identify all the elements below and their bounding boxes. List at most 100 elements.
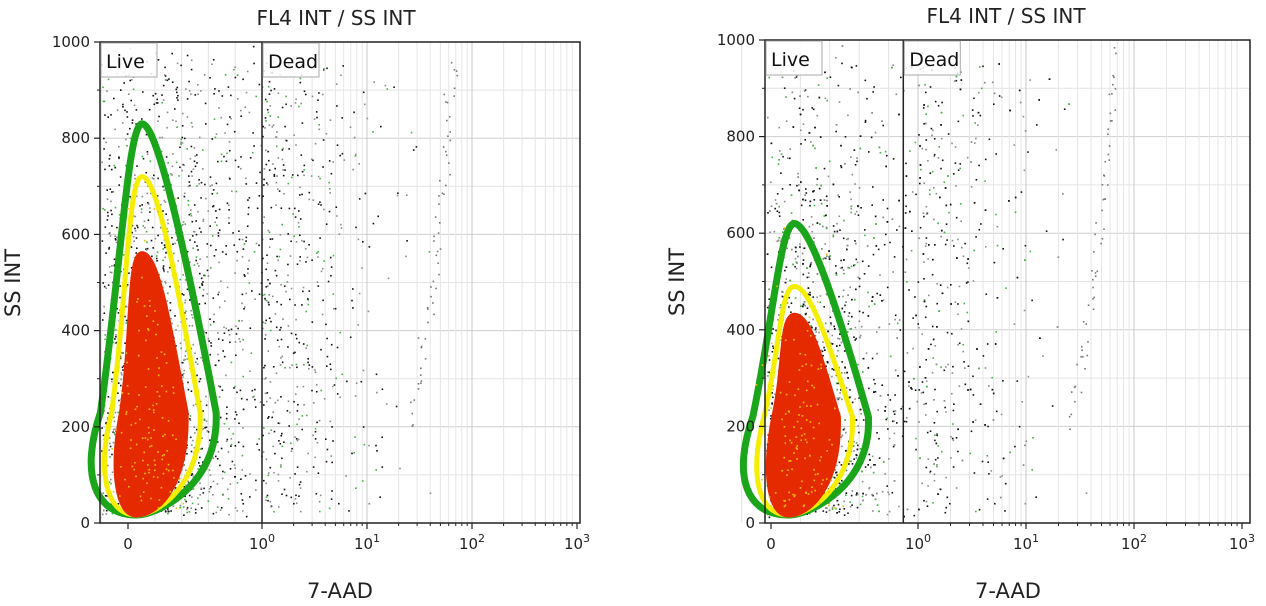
event-dot bbox=[262, 294, 264, 297]
x-axis: 0 100 101 102 103 bbox=[123, 523, 590, 553]
event-dot bbox=[829, 316, 832, 319]
event-dot bbox=[144, 437, 147, 439]
event-dot bbox=[196, 245, 198, 247]
event-dot bbox=[973, 249, 975, 252]
event-dot bbox=[838, 366, 840, 369]
event-dot bbox=[861, 495, 864, 498]
event-dot bbox=[836, 345, 838, 347]
event-dot bbox=[299, 234, 301, 237]
event-dot bbox=[888, 323, 891, 325]
event-dot bbox=[985, 293, 988, 295]
event-dot bbox=[229, 149, 231, 152]
event-dot bbox=[320, 348, 322, 351]
event-dot bbox=[837, 382, 839, 385]
event-dot bbox=[978, 367, 980, 370]
event-dot bbox=[177, 99, 179, 101]
event-dot bbox=[275, 145, 278, 148]
event-dot bbox=[139, 495, 142, 498]
event-dot bbox=[162, 267, 164, 269]
event-dot bbox=[329, 420, 332, 423]
event-dot bbox=[857, 425, 859, 427]
event-dot bbox=[767, 375, 769, 377]
event-dot bbox=[218, 107, 220, 109]
event-dot bbox=[144, 472, 146, 475]
event-dot bbox=[223, 332, 226, 334]
event-dot bbox=[150, 437, 152, 439]
event-dot bbox=[859, 448, 862, 450]
event-dot bbox=[308, 290, 311, 292]
event-dot bbox=[936, 433, 938, 435]
event-dot bbox=[267, 474, 270, 477]
event-dot bbox=[252, 45, 255, 48]
event-dot bbox=[834, 469, 836, 471]
event-dot bbox=[886, 286, 889, 289]
event-dot bbox=[152, 94, 154, 97]
event-dot bbox=[221, 95, 224, 97]
event-dot bbox=[234, 467, 236, 469]
event-dot bbox=[326, 355, 329, 358]
event-dot bbox=[959, 88, 962, 91]
event-dot bbox=[774, 199, 777, 201]
event-dot bbox=[115, 241, 118, 244]
event-dot bbox=[307, 303, 310, 306]
event-dot bbox=[835, 507, 837, 510]
event-dot bbox=[288, 148, 290, 150]
event-dot bbox=[144, 181, 147, 183]
event-dot bbox=[288, 207, 291, 210]
event-dot bbox=[307, 358, 309, 360]
event-dot bbox=[179, 504, 182, 507]
event-dot bbox=[164, 75, 167, 77]
event-dot bbox=[802, 198, 804, 201]
event-dot bbox=[957, 428, 959, 431]
event-dot bbox=[161, 417, 164, 419]
event-dot bbox=[879, 274, 881, 276]
event-dot bbox=[851, 173, 854, 176]
event-dot bbox=[289, 298, 291, 301]
event-dot bbox=[301, 415, 304, 417]
event-dot bbox=[259, 171, 261, 174]
event-dot bbox=[158, 115, 160, 118]
event-dot bbox=[298, 341, 301, 344]
event-dot bbox=[293, 502, 295, 505]
event-dot bbox=[212, 205, 214, 208]
event-dot bbox=[183, 195, 186, 198]
event-dot bbox=[1029, 79, 1031, 81]
event-dot bbox=[773, 230, 776, 233]
event-dot bbox=[301, 193, 303, 196]
event-dot bbox=[873, 378, 875, 381]
event-dot bbox=[330, 274, 332, 277]
event-dot bbox=[179, 166, 181, 169]
event-dot bbox=[331, 461, 333, 464]
event-dot bbox=[872, 510, 874, 512]
event-dot bbox=[305, 310, 308, 313]
event-dot bbox=[832, 476, 835, 479]
event-dot bbox=[1062, 238, 1064, 241]
event-dot bbox=[270, 506, 272, 508]
event-dot bbox=[252, 132, 254, 134]
event-dot bbox=[933, 138, 936, 140]
event-dot bbox=[826, 205, 828, 207]
event-dot bbox=[825, 511, 828, 513]
event-dot bbox=[214, 364, 217, 367]
event-dot bbox=[957, 303, 959, 305]
event-dot bbox=[871, 300, 873, 302]
event-dot bbox=[975, 236, 977, 238]
event-dot bbox=[195, 361, 197, 363]
event-dot bbox=[267, 417, 269, 419]
event-dot bbox=[184, 301, 186, 304]
event-dot bbox=[161, 385, 163, 387]
event-dot bbox=[181, 136, 184, 139]
event-dot bbox=[183, 164, 185, 167]
event-dot bbox=[155, 255, 158, 257]
event-dot bbox=[239, 389, 242, 392]
event-dot bbox=[790, 302, 793, 304]
event-dot bbox=[113, 433, 116, 436]
event-dot bbox=[941, 159, 944, 162]
event-dot bbox=[872, 186, 874, 188]
event-dot bbox=[160, 227, 162, 229]
event-dot bbox=[135, 237, 138, 239]
event-dot bbox=[188, 80, 190, 83]
event-dot bbox=[241, 238, 244, 241]
event-dot bbox=[813, 241, 815, 243]
event-dot bbox=[157, 59, 160, 61]
